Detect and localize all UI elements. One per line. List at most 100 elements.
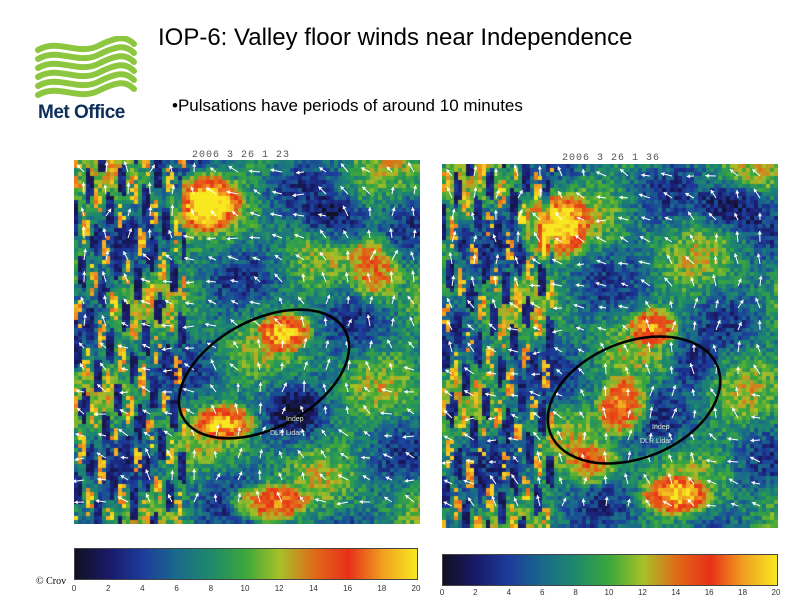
wind-arrow-head bbox=[443, 410, 448, 414]
wind-arrow-head bbox=[325, 340, 330, 345]
wind-arrow-head bbox=[690, 452, 694, 456]
wind-arrow-head bbox=[604, 496, 609, 501]
wind-arrow-head bbox=[618, 261, 622, 266]
wind-arrow-head bbox=[596, 195, 601, 200]
wind-arrow-head bbox=[558, 191, 562, 195]
wind-arrow-head bbox=[755, 297, 759, 302]
wind-arrow-head bbox=[301, 273, 306, 278]
logo-wave-stroke bbox=[35, 80, 137, 98]
wind-arrow-head bbox=[553, 411, 557, 415]
wind-arrow-head bbox=[302, 380, 307, 384]
wind-arrow-head bbox=[509, 302, 514, 306]
wind-arrow-head bbox=[141, 385, 146, 390]
wind-arrow-head bbox=[710, 189, 715, 194]
wind-arrow-head bbox=[184, 346, 189, 351]
wind-arrow-head bbox=[236, 383, 241, 387]
wind-arrow-head bbox=[557, 430, 561, 435]
wind-arrow-head bbox=[667, 254, 671, 259]
wind-arrow-head bbox=[403, 366, 408, 370]
colorbar-tick-label: 12 bbox=[637, 588, 647, 597]
wind-arrow-head bbox=[533, 412, 538, 416]
wind-arrow-head bbox=[292, 193, 296, 198]
wind-arrow-head bbox=[575, 283, 580, 288]
wind-arrow-head bbox=[663, 192, 668, 196]
logo-wave-stroke bbox=[35, 44, 137, 62]
wind-arrow-head bbox=[452, 231, 457, 236]
wind-arrow-head bbox=[103, 295, 107, 300]
wind-arrow-head bbox=[404, 389, 408, 394]
wind-arrow-head bbox=[464, 390, 469, 394]
wind-arrow-head bbox=[301, 472, 306, 476]
wind-arrow-head bbox=[238, 471, 243, 476]
wind-arrow-head bbox=[161, 347, 166, 352]
wind-arrow-head bbox=[562, 497, 567, 502]
wind-arrow-head bbox=[344, 382, 349, 387]
wind-arrow-head bbox=[554, 237, 559, 242]
wind-arrow-head bbox=[692, 409, 697, 414]
wind-arrow-head bbox=[81, 182, 86, 186]
wind-arrow-head bbox=[210, 210, 215, 215]
wind-arrow-head bbox=[81, 226, 86, 230]
wind-arrow-head bbox=[99, 342, 104, 347]
wind-arrow-head bbox=[757, 320, 762, 324]
wind-arrow-head bbox=[102, 228, 107, 232]
wind-arrow-head bbox=[686, 174, 691, 179]
wind-arrow-head bbox=[558, 477, 563, 481]
colorbar-tick-label: 4 bbox=[506, 588, 512, 597]
wind-arrow-head bbox=[688, 211, 692, 216]
wind-arrow-head bbox=[688, 477, 693, 482]
wind-arrow-head bbox=[756, 344, 760, 348]
wind-arrow-head bbox=[510, 371, 515, 376]
wind-arrow-head bbox=[233, 341, 237, 346]
wind-arrow-head bbox=[580, 389, 584, 394]
wind-arrow-head bbox=[735, 231, 740, 235]
wind-arrow-head bbox=[597, 326, 602, 331]
wind-arrow-head bbox=[553, 306, 557, 311]
wind-arrow-head bbox=[105, 250, 110, 255]
wind-arrow-head bbox=[490, 475, 494, 480]
wind-arrow-head bbox=[344, 272, 349, 277]
wind-arrow-head bbox=[345, 406, 350, 411]
wind-arrow-head bbox=[262, 426, 266, 431]
met-office-wave-icon bbox=[35, 36, 137, 98]
wind-arrow-head bbox=[255, 490, 260, 495]
wind-arrow-head bbox=[627, 451, 632, 455]
wind-arrow-head bbox=[536, 451, 541, 456]
wind-arrow-head bbox=[192, 163, 197, 167]
wind-arrow-head bbox=[166, 449, 171, 454]
colorbar-tick-label: 20 bbox=[771, 588, 781, 597]
colorbar-tick-label: 14 bbox=[308, 584, 318, 593]
wind-arrow-head bbox=[532, 212, 537, 217]
wind-arrow-head bbox=[216, 473, 221, 478]
wind-arrow-head bbox=[257, 470, 262, 474]
wind-arrow-head bbox=[141, 322, 146, 327]
wind-arrow-head bbox=[227, 255, 232, 260]
wind-arrow-head bbox=[145, 469, 149, 474]
wind-arrow-head bbox=[234, 403, 239, 407]
wind-arrow-head bbox=[117, 496, 122, 501]
wind-arrow-head bbox=[618, 304, 623, 309]
wind-arrow-head bbox=[405, 452, 410, 456]
wind-arrow-head bbox=[101, 315, 106, 319]
wind-arrow-head bbox=[687, 499, 692, 503]
wind-arrow-head bbox=[80, 207, 85, 212]
wind-arrow-head bbox=[443, 435, 448, 440]
wind-arrow-head bbox=[645, 319, 650, 324]
wind-arrow-head bbox=[80, 296, 85, 301]
wind-arrow-head bbox=[304, 361, 308, 366]
wind-arrow-head bbox=[714, 233, 719, 238]
wind-arrow-head bbox=[321, 271, 326, 276]
wind-arrow-head bbox=[190, 186, 195, 191]
wind-arrow-head bbox=[230, 319, 235, 324]
wind-arrow-head bbox=[736, 366, 741, 370]
colorbar-tick-label: 16 bbox=[343, 584, 353, 593]
wind-arrow-head bbox=[74, 479, 77, 484]
wind-arrow-head bbox=[207, 342, 212, 347]
wind-arrow-head bbox=[507, 326, 511, 331]
wind-arrow-head bbox=[318, 213, 322, 217]
wind-arrow-head bbox=[278, 472, 283, 477]
wind-arrow-head bbox=[413, 185, 418, 189]
wind-arrow-head bbox=[689, 234, 694, 239]
wind-arrow-head bbox=[148, 206, 153, 211]
wind-arrow-head bbox=[583, 477, 588, 482]
